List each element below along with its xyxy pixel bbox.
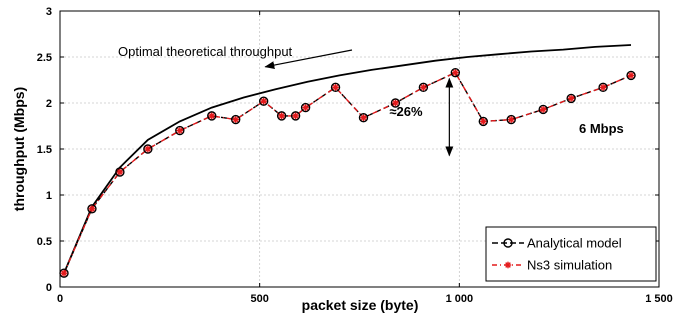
analytical-model-point-19: [566, 93, 576, 104]
annotations: Optimal theoretical throughput ≈26% 6 Mb…: [118, 44, 624, 157]
ns3-simulation-point-0: [60, 269, 68, 277]
x-tick-label-2: 1 000: [446, 293, 474, 305]
y-tick-label-2: 1: [46, 190, 52, 202]
analytical-model-point-11: [330, 82, 341, 93]
analytical-model-point-1: [87, 204, 97, 214]
ns3-simulation-point-19: [567, 95, 575, 102]
analytical-model-point-17: [506, 114, 516, 125]
optimal-throughput-label: Optimal theoretical throughput: [118, 44, 293, 59]
y-tick-label-6: 3: [46, 6, 52, 18]
y-tick-label-1: 0.5: [37, 236, 52, 248]
grid-lines: [60, 11, 659, 287]
y-tick-label-4: 2: [46, 98, 52, 110]
rate-label: 6 Mbps: [579, 121, 624, 136]
ns3-simulation-point-9: [292, 112, 299, 120]
ns3-simulation-point-6: [232, 116, 240, 123]
analytical-model-point-7: [258, 96, 269, 106]
ns3-simulation-point-13: [392, 99, 399, 107]
analytical-model-point-12: [358, 113, 369, 123]
ns3-simulation-point-18: [539, 106, 547, 113]
legend-box: [485, 226, 657, 282]
analytical-model-point-5: [207, 111, 217, 121]
analytical-model-point-9: [290, 111, 301, 121]
legend-analytical-model-label: Analytical model: [527, 236, 622, 251]
x-axis-title: packet size (byte): [302, 297, 419, 313]
legend-ns3-simulation-marker: [504, 261, 512, 269]
optimal-throughput-line: [63, 44, 632, 274]
chart-legend: Analytical model Ns3 simulation: [485, 226, 657, 282]
analytical-model-point-4: [175, 125, 185, 136]
y-tick-label-5: 2.5: [37, 52, 52, 64]
ns3-simulation-point-5: [208, 112, 216, 120]
ns3-simulation-point-12: [360, 114, 367, 122]
legend-analytical-model: Analytical model: [492, 236, 622, 251]
y-tick-label-0: 0: [46, 282, 52, 294]
axis-titles: packet size (byte) throughput (Mbps): [11, 87, 418, 313]
ns3-simulation-line: [63, 71, 632, 274]
analytical-model-point-10: [300, 102, 311, 113]
analytical-model-point-14: [418, 82, 429, 93]
ns3-simulation-point-3: [144, 145, 152, 153]
ns3-simulation-point-17: [507, 116, 515, 123]
ns3-simulation-point-8: [278, 112, 285, 120]
ns3-simulation-point-1: [88, 205, 96, 213]
gap-percentage-label: ≈26%: [389, 104, 423, 119]
y-tick-label-3: 1.5: [37, 144, 52, 156]
analytical-model-point-20: [598, 82, 608, 93]
ns3-simulation-point-10: [302, 104, 309, 111]
ns3-simulation-point-20: [599, 84, 607, 91]
analytical-model-point-18: [538, 104, 548, 115]
analytical-model-point-6: [231, 114, 241, 125]
legend-analytical-model-marker: [503, 238, 513, 248]
optimal-throughput-arrow: [264, 49, 353, 70]
analytical-model-point-2: [115, 167, 125, 177]
analytical-model-point-13: [390, 98, 401, 108]
x-tick-label-0: 0: [57, 293, 63, 305]
ns3-simulation-point-11: [332, 84, 339, 91]
x-tick-label-1: 500: [250, 293, 268, 305]
ns3-simulation-point-15: [452, 69, 459, 76]
ns3-simulation-point-21: [627, 72, 635, 79]
legend-ns3-simulation-label: Ns3 simulation: [527, 258, 612, 273]
analytical-model-point-15: [450, 67, 461, 78]
ns3-simulation-point-2: [116, 168, 124, 176]
legend-ns3-simulation: Ns3 simulation: [492, 258, 612, 273]
y-axis-title: throughput (Mbps): [11, 87, 27, 211]
ns3-simulation-point-14: [420, 84, 427, 91]
ns3-simulation-point-7: [260, 97, 267, 105]
analytical-model-point-16: [478, 116, 488, 127]
ns3-simulation-point-16: [479, 118, 487, 125]
analytical-model-point-21: [626, 70, 636, 81]
x-tick-label-3: 1 500: [645, 293, 673, 305]
analytical-model-point-3: [143, 144, 153, 154]
series-lines: [59, 44, 636, 278]
ns3-simulation-point-4: [176, 127, 184, 134]
analytical-model-point-8: [276, 111, 287, 121]
plot-axes: 0 500 1 000 1 500 0 0.5 1 1.5 2 2.5 3: [37, 6, 673, 305]
